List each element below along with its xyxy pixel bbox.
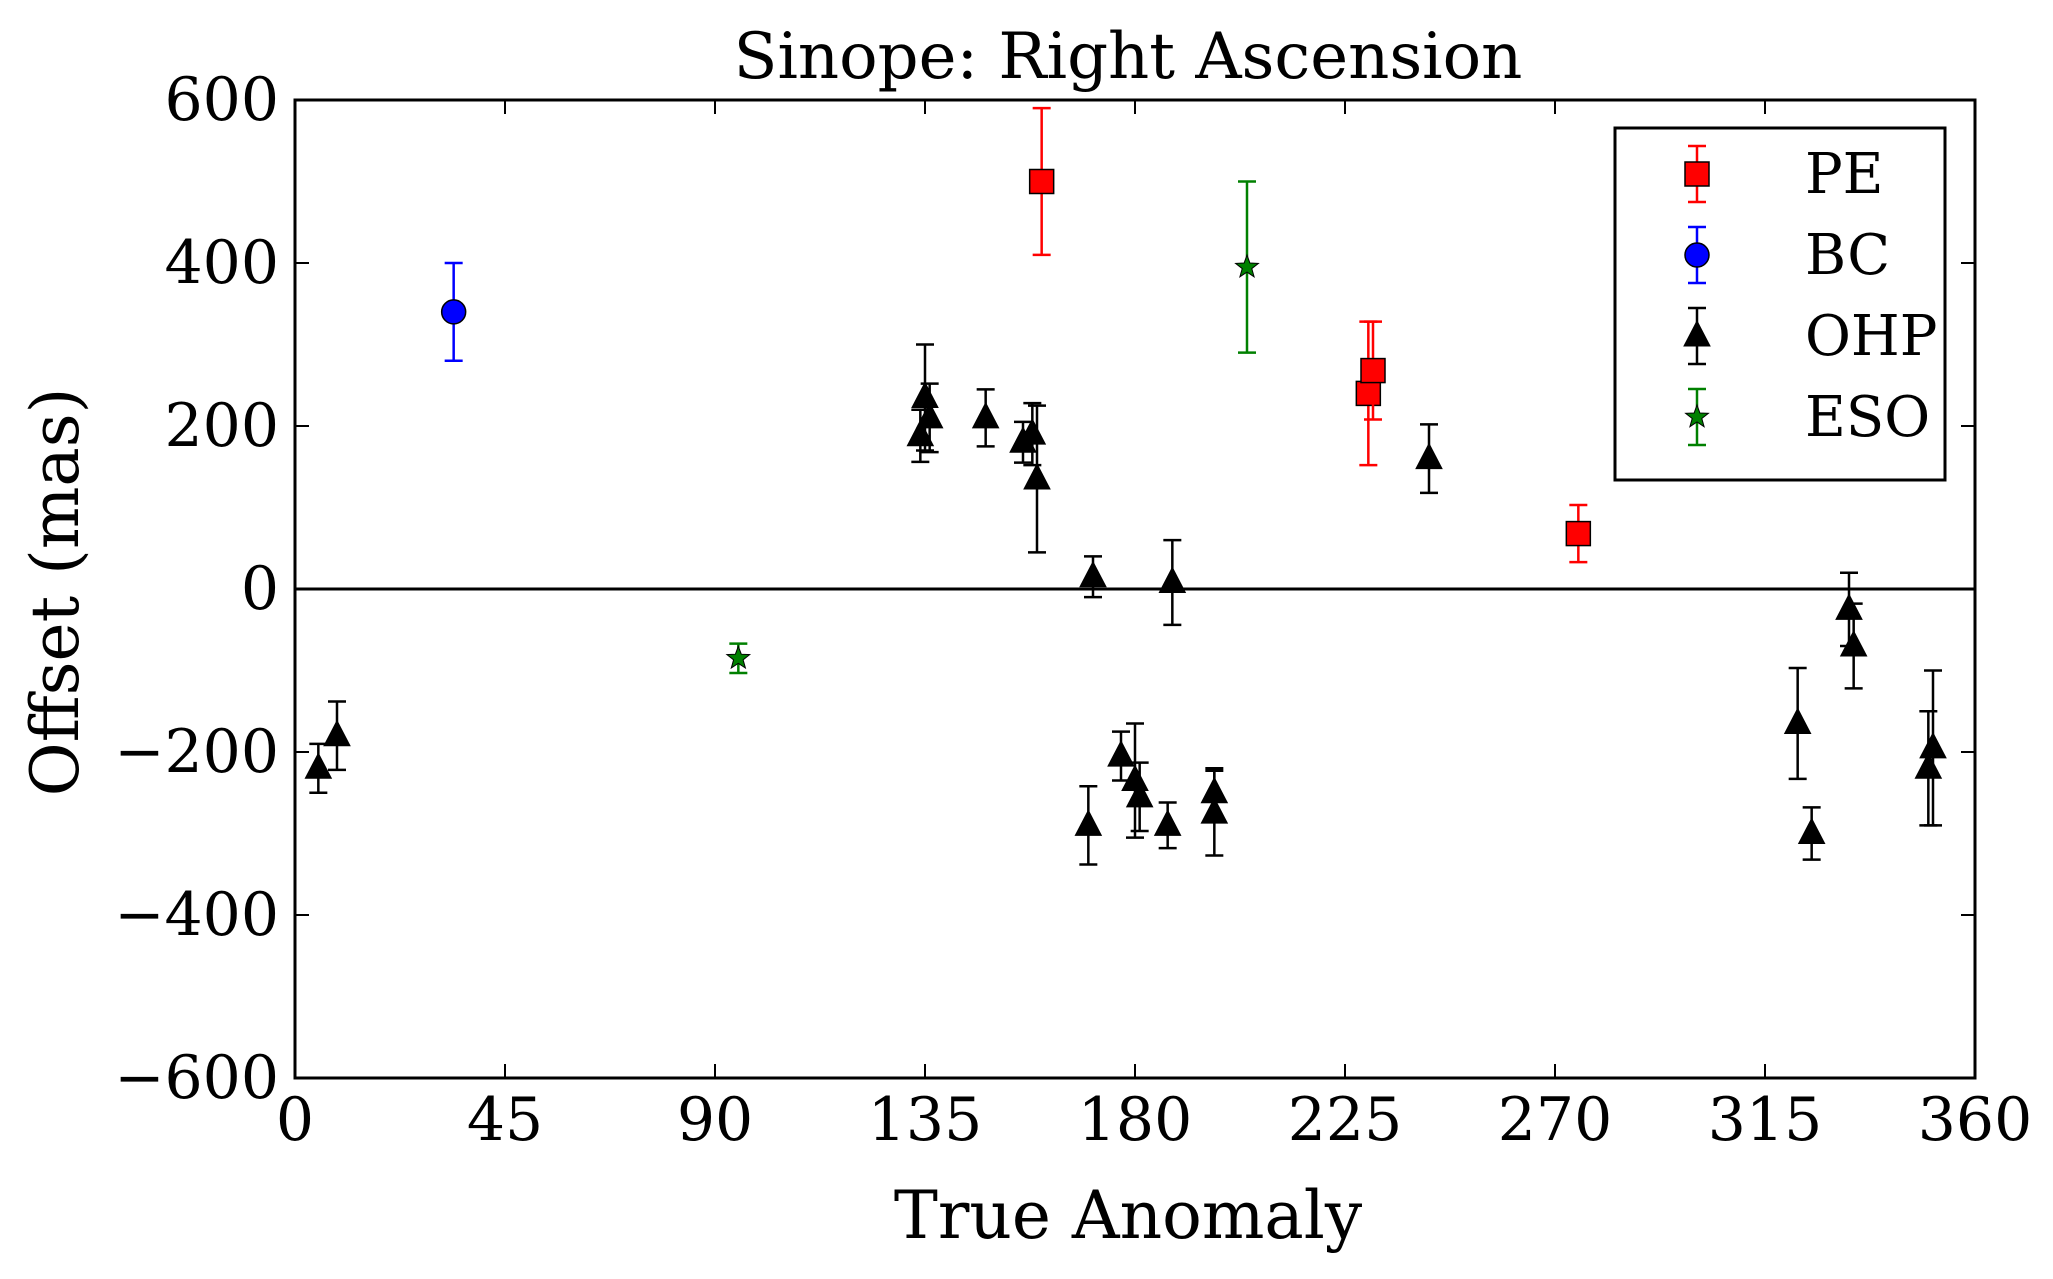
y-axis-label: Offset (mas) [17, 388, 94, 797]
data-point-ohp [1107, 739, 1135, 767]
y-tick-label: −200 [114, 717, 279, 787]
legend-marker-pe [1684, 161, 1710, 187]
legend-marker-eso [1684, 403, 1710, 428]
x-tick-label: 45 [467, 1085, 543, 1155]
x-tick-label: 315 [1708, 1085, 1823, 1155]
data-point-pe [1028, 168, 1055, 195]
legend-label-bc: BC [1805, 223, 1890, 288]
legend-marker-bc [1684, 242, 1710, 268]
data-point-ohp [1121, 764, 1149, 792]
y-tick-label: 400 [164, 228, 279, 298]
data-point-bc [440, 299, 467, 325]
data-point-ohp [1125, 780, 1154, 808]
x-axis-label: True Anomaly [894, 1177, 1363, 1254]
data-point-ohp [1158, 566, 1187, 593]
data-point-pe [1355, 380, 1382, 407]
data-point-ohp [1914, 752, 1943, 779]
data-point-eso [725, 644, 752, 670]
x-tick-label: 180 [1078, 1085, 1193, 1155]
y-tick-label: −600 [114, 1043, 279, 1113]
data-point-pe [1565, 520, 1592, 547]
data-point-ohp [304, 752, 333, 779]
data-point-ohp [1783, 707, 1812, 734]
legend-label-pe: PE [1805, 142, 1884, 207]
text-layer: Sinope: Right Ascension True Anomaly Off… [17, 20, 2032, 1254]
x-tick-label: 135 [868, 1085, 983, 1155]
data-point-ohp [1200, 797, 1229, 824]
data-layer [304, 106, 1947, 866]
data-point-eso [1234, 253, 1260, 278]
y-tick-label: 600 [164, 65, 279, 135]
axes-layer [293, 98, 1977, 1080]
data-point-ohp [1415, 442, 1443, 470]
legend-label-ohp: OHP [1805, 304, 1937, 369]
data-point-ohp [1835, 593, 1863, 620]
data-point-pe [1360, 357, 1386, 384]
y-tick-label: −400 [114, 880, 279, 950]
legend-box [1613, 126, 1947, 482]
data-point-ohp [323, 719, 351, 747]
chart-title: Sinope: Right Ascension [734, 20, 1523, 94]
y-tick-label: 200 [164, 391, 279, 461]
data-point-ohp [915, 401, 944, 429]
x-tick-label: 0 [276, 1085, 314, 1155]
legend-label-eso: ESO [1805, 385, 1930, 450]
data-point-ohp [1079, 560, 1107, 588]
data-point-ohp [1018, 418, 1047, 445]
legend-marker-ohp [1683, 319, 1711, 347]
x-tick-label: 90 [677, 1085, 753, 1155]
legend: PE BC OHP ESO [1613, 126, 1947, 482]
data-point-ohp [1919, 731, 1947, 759]
data-point-ohp [1797, 817, 1826, 844]
data-point-ohp [971, 401, 1000, 429]
x-tick-label: 225 [1288, 1085, 1403, 1155]
data-point-ohp [1839, 629, 1868, 657]
x-tick-label: 360 [1918, 1085, 2033, 1155]
data-point-ohp [1153, 809, 1182, 836]
x-tick-label: 270 [1498, 1085, 1613, 1155]
data-point-ohp [1074, 809, 1103, 836]
y-tick-label: 0 [241, 554, 279, 624]
data-point-ohp [1023, 462, 1051, 490]
data-point-ohp [911, 381, 939, 408]
data-point-ohp [906, 419, 935, 447]
